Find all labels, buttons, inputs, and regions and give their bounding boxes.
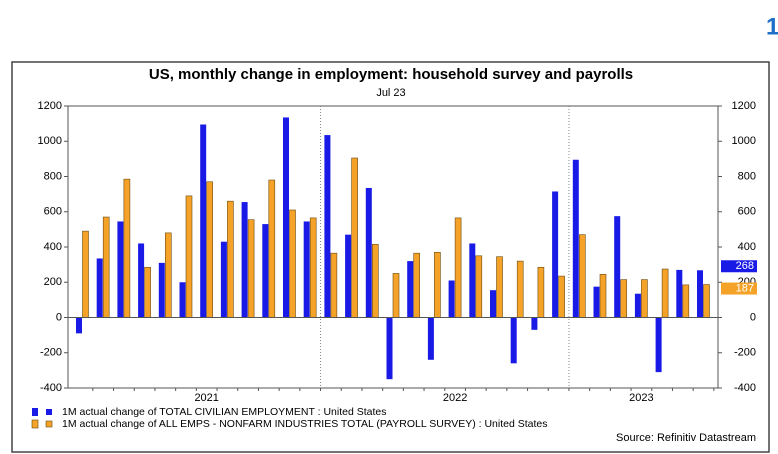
source: Source: Refinitiv Datastream	[616, 432, 756, 444]
bar	[558, 275, 565, 318]
chart-frame	[11, 61, 770, 453]
y2-tick-label: 0	[750, 311, 756, 323]
bar	[490, 290, 497, 318]
bar	[96, 258, 103, 318]
bar	[117, 221, 124, 318]
bar	[158, 262, 165, 318]
bar	[469, 243, 476, 318]
bar	[241, 202, 248, 318]
x-tick-label: 2023	[629, 392, 653, 404]
y-tick-label: -400	[40, 382, 62, 394]
bar	[227, 200, 234, 318]
bar	[102, 216, 110, 318]
bar	[164, 232, 172, 318]
bar	[289, 209, 296, 318]
bar	[531, 317, 538, 330]
legend-swatch	[31, 419, 39, 429]
bar	[138, 243, 145, 318]
bar	[185, 195, 193, 318]
bar	[206, 181, 213, 318]
y2-tick-label: 1000	[732, 135, 756, 147]
bar	[82, 230, 89, 318]
value-tag	[721, 282, 757, 295]
y-tick-label: 400	[44, 241, 62, 253]
bar	[303, 221, 310, 318]
legend-swatch	[45, 420, 53, 428]
bar	[593, 286, 600, 318]
legend-swatch	[46, 409, 52, 415]
legend-swatch	[32, 408, 38, 416]
bar	[247, 219, 255, 318]
value-tag-label: 268	[736, 260, 754, 272]
bar	[641, 279, 648, 318]
bar	[572, 159, 579, 318]
y-tick-label: 200	[44, 276, 62, 288]
y-tick-label: -200	[40, 347, 62, 359]
bar	[268, 179, 276, 318]
bar	[371, 244, 379, 318]
bar	[144, 266, 151, 318]
value-tag-label: 187	[736, 282, 754, 294]
y-tick-label: 0	[56, 311, 62, 323]
y-tick-label: 800	[44, 170, 62, 182]
bar	[655, 317, 662, 373]
bar	[599, 274, 607, 318]
bar	[454, 217, 462, 318]
x-tick-label: 2022	[443, 392, 467, 404]
y-tick-label: 600	[44, 206, 62, 218]
bar	[537, 266, 545, 318]
bar	[413, 252, 421, 318]
bar	[510, 317, 517, 364]
bar	[697, 270, 704, 318]
bar	[351, 157, 358, 318]
bar	[434, 251, 441, 318]
bar	[682, 284, 690, 318]
legend-label: 1M actual change of TOTAL CIVILIAN EMPLO…	[62, 406, 386, 418]
legend-label: 1M actual change of ALL EMPS - NONFARM I…	[62, 418, 548, 430]
bar	[365, 187, 372, 318]
bar	[179, 282, 186, 318]
bar	[282, 117, 289, 318]
y-tick-label: 1200	[38, 100, 62, 112]
bar	[448, 280, 455, 318]
page-header: גרף 12	[766, 13, 778, 40]
bar	[516, 260, 524, 318]
y2-tick-label: 800	[738, 170, 756, 182]
bar	[330, 252, 338, 318]
value-tag	[721, 260, 757, 273]
chart-title: US, monthly change in employment: househ…	[149, 66, 633, 83]
bar	[392, 273, 400, 318]
y-tick-label: 1000	[38, 135, 62, 147]
bar	[620, 279, 628, 318]
bar	[324, 135, 331, 318]
bar	[262, 224, 269, 318]
bar	[407, 261, 414, 318]
bar	[386, 317, 393, 380]
bar	[579, 234, 586, 318]
bar	[220, 241, 227, 318]
y2-tick-label: 400	[738, 241, 756, 253]
bar	[309, 217, 317, 318]
bar	[614, 216, 621, 318]
x-tick-label: 2021	[194, 392, 218, 404]
y2-tick-label: 1200	[732, 100, 756, 112]
bar	[475, 255, 483, 318]
bar	[661, 268, 669, 318]
bar	[703, 284, 710, 318]
bar	[200, 124, 207, 318]
bar	[345, 234, 352, 318]
bar	[496, 256, 503, 318]
bar	[427, 317, 434, 360]
chart-subtitle: Jul 23	[376, 87, 405, 99]
bar	[123, 178, 131, 318]
y2-tick-label: 600	[738, 206, 756, 218]
bar	[676, 269, 683, 318]
y2-tick-label: -400	[734, 382, 756, 394]
bar	[75, 317, 82, 334]
bar	[634, 293, 641, 318]
y2-tick-label: -200	[734, 347, 756, 359]
bar	[552, 191, 559, 318]
